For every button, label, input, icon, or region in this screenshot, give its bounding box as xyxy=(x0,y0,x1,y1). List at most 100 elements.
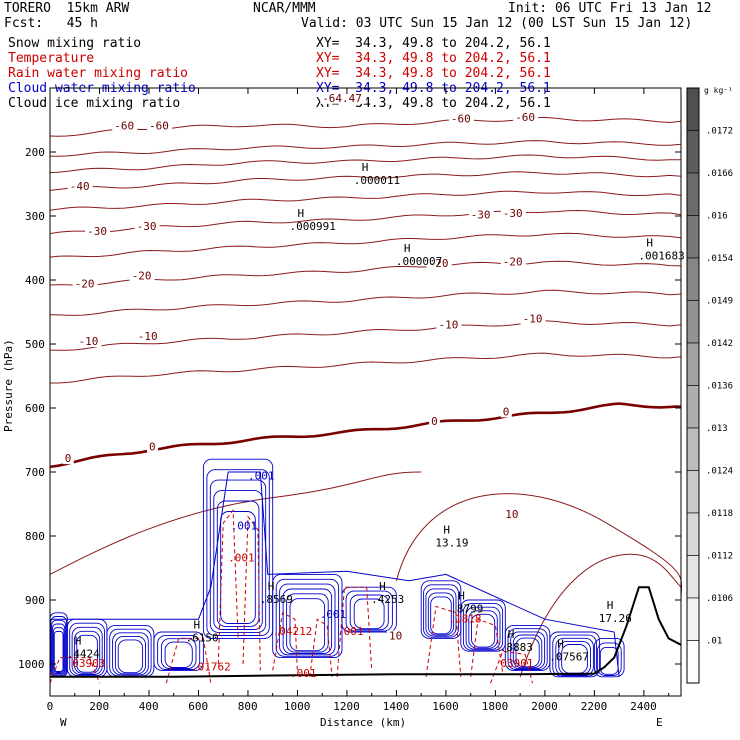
contour-annotation: .001 xyxy=(337,625,364,638)
colorbar-label: .0149 xyxy=(706,297,733,307)
cloud-water-contour xyxy=(71,626,103,675)
contour-annotation: 03903 xyxy=(72,657,105,670)
rain-contour xyxy=(49,657,100,684)
cloud-water-contour xyxy=(279,583,336,656)
high-marker: H xyxy=(607,599,614,612)
isotherm--25 xyxy=(49,232,682,258)
high-marker-value: .8799 xyxy=(450,603,483,616)
rain-contour xyxy=(425,605,462,677)
cloud-water-contour xyxy=(106,625,155,678)
high-marker: H xyxy=(379,580,386,593)
cloud-water-contour xyxy=(114,635,146,675)
contour-label-bg xyxy=(147,120,172,132)
colorbar-swatch xyxy=(686,385,700,429)
contour-label-bg xyxy=(448,113,474,125)
rain-contour xyxy=(272,612,298,674)
contour-annotation: .1818 xyxy=(448,612,481,625)
cloud-water-envelope xyxy=(50,471,620,677)
colorbar-label: .0142 xyxy=(706,339,733,349)
cloud-water-contour xyxy=(76,634,98,673)
contour-label-bg xyxy=(500,208,526,219)
cloud-water-contour xyxy=(209,479,267,633)
contour-label: -60 xyxy=(149,119,169,132)
contour-label-bg xyxy=(468,209,494,221)
contour-label: -30 xyxy=(137,220,157,233)
cloud-water-contour xyxy=(555,637,594,676)
contour-label-bg xyxy=(500,406,512,418)
contour-label: 0 xyxy=(503,405,510,418)
colorbar-swatch xyxy=(686,342,700,386)
cloud-water-contour xyxy=(423,584,459,638)
model-title: TORERO 15km ARW xyxy=(4,1,130,16)
contour-label-bg xyxy=(134,220,160,232)
contour-label: -30 xyxy=(471,208,491,221)
high-marker-value: 13.19 xyxy=(435,537,468,550)
high-marker: H xyxy=(458,590,465,603)
field-xy-rain: XY= 34.3, 49.8 to 204.2, 56.1 xyxy=(316,66,551,81)
terrain-outline xyxy=(50,586,682,678)
high-marker: H xyxy=(268,580,275,593)
y-tick-label: 900 xyxy=(25,594,45,607)
high-marker: H xyxy=(362,161,369,174)
contour-label-bg xyxy=(320,92,367,104)
x-tick-label: 1600 xyxy=(432,700,459,713)
high-marker: H xyxy=(646,236,653,249)
colorbar-label: .01 xyxy=(706,637,722,647)
contour-label-bg xyxy=(135,330,161,342)
contour-annotation: .001 xyxy=(228,552,255,565)
rain-contour xyxy=(242,515,261,671)
colorbar-label: .0112 xyxy=(706,552,733,562)
contour-annotation: .001 xyxy=(320,608,347,621)
x-tick-label: 2000 xyxy=(531,700,558,713)
contour-label: -60 xyxy=(451,112,471,125)
rain-contour xyxy=(470,618,504,677)
isotherm--60 xyxy=(49,116,682,137)
contour-label-bg xyxy=(85,225,111,237)
high-marker: H xyxy=(443,524,450,537)
colorbar-label: .0166 xyxy=(706,169,733,179)
cloud-water-contour xyxy=(465,606,501,650)
field-name-snow: Snow mixing ratio xyxy=(8,36,142,51)
contour-label-bg xyxy=(387,630,405,642)
init-time: Init: 06 UTC Fri 13 Jan 12 xyxy=(508,1,712,16)
contour-label-bg xyxy=(500,256,526,268)
rain-contour xyxy=(336,586,373,677)
cloud-water-contour xyxy=(599,646,619,675)
rain-contours xyxy=(49,509,533,684)
high-marker-value: .6150 xyxy=(186,631,219,644)
y-tick-label: 800 xyxy=(25,530,45,543)
colorbar-swatch xyxy=(686,172,700,216)
contour-label: 0 xyxy=(65,452,72,465)
y-tick-label: 700 xyxy=(25,466,45,479)
isotherm-0 xyxy=(49,402,682,469)
colorbar-swatch xyxy=(686,597,700,641)
high-marker-value: .07567 xyxy=(549,651,589,664)
contour-annotation: .001 xyxy=(290,667,317,680)
colorbar-frame xyxy=(686,87,700,684)
rain-contour xyxy=(490,650,533,684)
field-xy-snow: XY= 34.3, 49.8 to 204.2, 56.1 xyxy=(316,36,551,51)
colorbar-swatch xyxy=(686,257,700,301)
cloud-water-contour xyxy=(427,592,455,636)
colorbar-label: .013 xyxy=(706,424,728,434)
field-name-cloud-ice: Cloud ice mixing ratio xyxy=(8,96,181,111)
contour-label: -10 xyxy=(439,318,459,331)
contour-label-bg xyxy=(513,112,539,123)
contour-annotation: .001 xyxy=(231,520,258,533)
contour-label: -20 xyxy=(132,270,152,283)
terrain-line xyxy=(50,586,682,678)
contour-annotation: .04212 xyxy=(273,625,313,638)
x-tick-label: 2400 xyxy=(630,700,657,713)
high-marker-value: .4424 xyxy=(67,647,100,660)
contour-label: 10 xyxy=(389,629,402,642)
colorbar-label: .0136 xyxy=(706,382,733,392)
cloud-water-contour xyxy=(112,632,149,676)
colorbar-label: .0124 xyxy=(706,467,733,477)
x-tick-label: 1000 xyxy=(284,700,311,713)
contour-label-bg xyxy=(436,319,462,331)
plot-frame xyxy=(49,87,682,697)
cloud-water-contour xyxy=(164,641,193,668)
contour-label: -10 xyxy=(79,335,99,348)
contour-label-bg xyxy=(129,270,155,282)
